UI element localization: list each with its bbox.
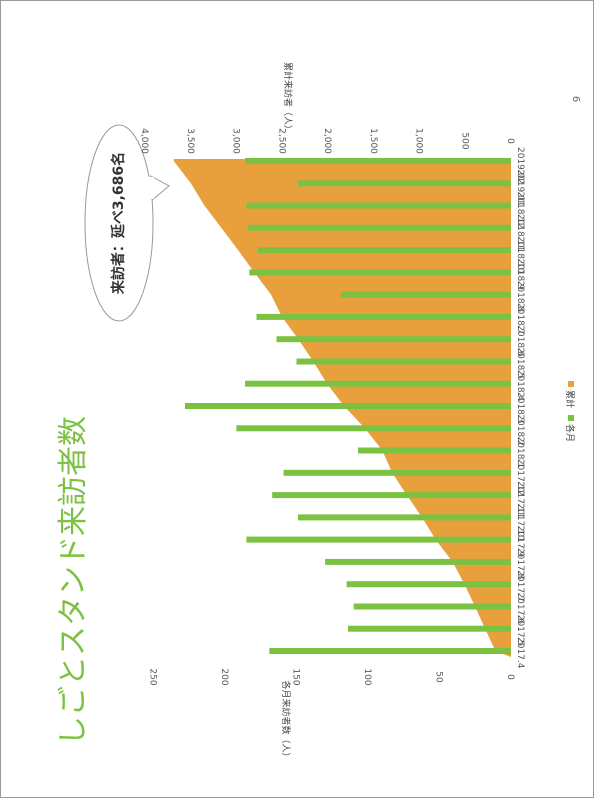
bar-2017.10	[297, 514, 511, 521]
bar-2018.8	[340, 291, 511, 298]
legend-swatch-cumulative	[568, 381, 574, 387]
right-axis-title: 累計来訪者（人）	[282, 62, 294, 134]
category-label: 2018.11	[515, 214, 525, 251]
bar-2017.5	[348, 625, 511, 632]
category-label: 2018.6	[515, 325, 525, 357]
left-tick-label: 250	[148, 668, 158, 685]
category-label: 2018.10	[515, 236, 525, 273]
page-number: 6	[570, 96, 581, 102]
category-label: 2017.8	[515, 548, 525, 580]
chart-title: しごとスタンド来訪者数	[56, 416, 91, 746]
bar-2018.9	[249, 269, 512, 276]
category-label: 2017.5	[515, 615, 525, 647]
left-tick-label: 100	[362, 668, 372, 685]
bar-2018.4	[245, 380, 511, 387]
right-axis-ticks: 0 500 1,000 1,500 2,000 2,500 3,000 3,500 4,000	[139, 128, 515, 154]
bar-2018.1	[358, 447, 511, 454]
bar-2018.6	[276, 336, 511, 343]
category-label: 2017.11	[515, 481, 525, 518]
left-tick-label: 0	[505, 674, 515, 680]
category-label: 2018.5	[515, 347, 525, 379]
category-label: 2017.12	[515, 459, 525, 496]
series-cumulative-area	[173, 159, 511, 657]
left-axis-ticks: 0 50 100 150 200 250	[148, 668, 516, 685]
bar-2017.11	[272, 492, 511, 499]
category-label: 2018.1	[515, 437, 525, 469]
left-tick-label: 50	[434, 671, 444, 683]
right-tick-label: 3,000	[231, 128, 241, 154]
bar-2018.12	[246, 202, 511, 209]
right-tick-label: 2,500	[276, 128, 286, 154]
category-label: 2017.6	[515, 592, 525, 624]
legend-label-cumulative: 累計	[564, 390, 576, 408]
category-label: 2019.02	[515, 147, 525, 184]
category-label: 2018.3	[515, 392, 525, 424]
legend-swatch-monthly	[568, 415, 574, 421]
category-label: 2018.7	[515, 303, 525, 335]
bar-2018.7	[256, 313, 511, 320]
category-label: 2018.2	[515, 414, 525, 446]
bar-2017.9	[246, 536, 511, 543]
category-axis-labels: 2017.42017.52017.62017.72017.82017.92017…	[515, 147, 525, 669]
bar-2018.2	[236, 425, 511, 432]
right-tick-label: 1,000	[414, 128, 424, 154]
legend-label-monthly: 各月	[564, 424, 576, 442]
bar-2017.6	[353, 603, 511, 610]
right-tick-label: 500	[459, 132, 469, 149]
legend: 累計 各月	[564, 381, 576, 442]
bar-2018.5	[296, 358, 511, 365]
category-label: 2019.01	[515, 169, 525, 206]
category-label: 2018.4	[515, 370, 525, 402]
bar-2017.4	[269, 648, 511, 654]
left-tick-label: 200	[219, 668, 229, 685]
bar-2017.12	[283, 469, 511, 476]
series-monthly-bars	[185, 158, 512, 654]
callout-text: 来訪者：延べ3,686名	[110, 152, 127, 295]
category-label: 2017.10	[515, 503, 525, 540]
bar-2017.8	[325, 558, 511, 565]
bar-2019.02	[245, 158, 511, 164]
category-label: 2017.9	[515, 526, 525, 558]
left-axis-title: 各月来訪者数（人）	[280, 680, 292, 761]
bar-2019.01	[297, 180, 511, 187]
bar-2018.11	[247, 224, 511, 231]
right-tick-label: 3,500	[185, 128, 195, 154]
bar-2017.7	[346, 581, 511, 588]
category-label: 2018.9	[515, 258, 525, 290]
category-label: 2018.8	[515, 281, 525, 313]
bar-2018.3	[185, 403, 511, 409]
right-tick-label: 0	[505, 138, 515, 144]
category-label: 2017.4	[515, 637, 525, 669]
right-tick-label: 4,000	[139, 128, 149, 154]
callout-bubble: 来訪者：延べ3,686名	[84, 124, 170, 322]
category-label: 2018.12	[515, 192, 525, 229]
right-tick-label: 1,500	[368, 128, 378, 154]
category-label: 2017.7	[515, 570, 525, 602]
bar-2018.10	[257, 247, 511, 254]
right-tick-label: 2,000	[322, 128, 332, 154]
left-tick-label: 150	[291, 668, 301, 685]
